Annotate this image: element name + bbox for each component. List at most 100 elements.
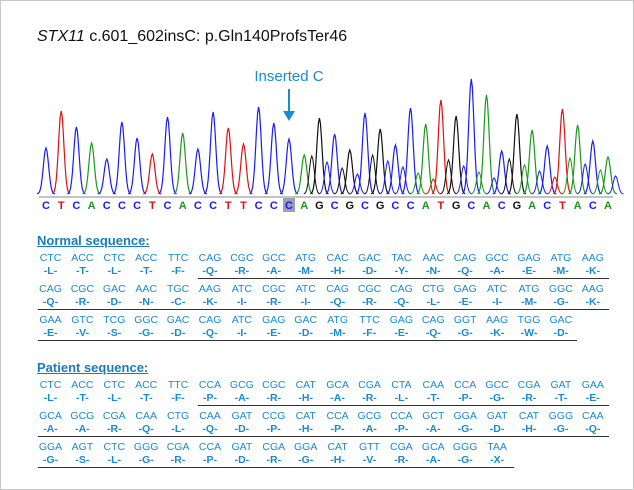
codon: ACC bbox=[131, 252, 162, 264]
codon: GCA bbox=[35, 410, 66, 422]
amino-acid: -Q- bbox=[418, 327, 449, 339]
codon: GTT bbox=[354, 441, 385, 453]
trace-peak bbox=[523, 130, 541, 194]
base-call: C bbox=[285, 200, 293, 212]
amino-acid: -K- bbox=[195, 296, 226, 308]
codon: CGC bbox=[258, 283, 289, 295]
codon: CGC bbox=[226, 252, 257, 264]
codon: GGA bbox=[450, 410, 481, 422]
amino-acid: -Y- bbox=[386, 265, 417, 277]
codon: CAG bbox=[322, 283, 353, 295]
codon: CAG bbox=[195, 252, 226, 264]
trace-peak bbox=[143, 154, 161, 194]
codon: AAG bbox=[195, 283, 226, 295]
amino-acid: -D- bbox=[99, 296, 130, 308]
codon: ATG bbox=[322, 314, 353, 326]
base-call: C bbox=[498, 200, 506, 212]
codon: CCG bbox=[258, 410, 289, 422]
codon: GAT bbox=[482, 410, 513, 422]
amino-acid: -Q- bbox=[131, 423, 162, 435]
amino-acid: -G- bbox=[482, 392, 513, 404]
codon: AAG bbox=[577, 252, 608, 264]
codon: CCA bbox=[386, 410, 417, 422]
codon: CGA bbox=[386, 441, 417, 453]
amino-acid: -L- bbox=[99, 265, 130, 277]
trace-peak bbox=[592, 170, 608, 194]
trace-peak bbox=[159, 117, 177, 194]
amino-acid: -H- bbox=[322, 265, 353, 277]
codon: ATC bbox=[290, 283, 321, 295]
amino-acid: -T- bbox=[131, 265, 162, 277]
amino-acid: -E- bbox=[577, 392, 608, 404]
codon: GCG bbox=[226, 379, 257, 391]
codon: CGA bbox=[163, 441, 194, 453]
normal-heading: Normal sequence: bbox=[37, 233, 150, 248]
codon: CCA bbox=[195, 379, 226, 391]
codon: CGC bbox=[258, 379, 289, 391]
trace-peak bbox=[113, 122, 131, 194]
amino-acid: -H- bbox=[514, 423, 545, 435]
trace-peak bbox=[356, 113, 374, 194]
amino-acid: -I- bbox=[290, 296, 321, 308]
trace-peak bbox=[456, 166, 472, 194]
trace-peak bbox=[395, 167, 411, 194]
codon: GAT bbox=[226, 441, 257, 453]
amino-acid: -N- bbox=[131, 296, 162, 308]
codon: GCG bbox=[354, 410, 385, 422]
codon: GGG bbox=[450, 441, 481, 453]
amino-acid: -R- bbox=[354, 296, 385, 308]
trace-peak bbox=[402, 108, 420, 194]
amino-acid: -G- bbox=[545, 296, 576, 308]
amino-acid: -G- bbox=[450, 423, 481, 435]
codon: GAC bbox=[99, 283, 130, 295]
trace-peak bbox=[417, 124, 435, 194]
codon: ATC bbox=[482, 283, 513, 295]
base-call: G bbox=[452, 200, 461, 212]
trace-peak bbox=[37, 148, 55, 194]
trace-peak bbox=[98, 159, 116, 194]
codon: CGC bbox=[354, 283, 385, 295]
arrow-head bbox=[283, 111, 295, 121]
codon: CAA bbox=[577, 410, 608, 422]
base-call: C bbox=[543, 200, 551, 212]
amino-acid: -P- bbox=[450, 392, 481, 404]
trace-peak bbox=[174, 133, 192, 194]
trace-peak bbox=[441, 160, 457, 194]
codon: AGT bbox=[67, 441, 98, 453]
base-call: C bbox=[361, 200, 369, 212]
underline bbox=[38, 467, 514, 468]
amino-acid: -P- bbox=[258, 423, 289, 435]
codon: CAG bbox=[418, 314, 449, 326]
amino-acid: -S- bbox=[67, 454, 98, 466]
base-call: A bbox=[88, 200, 96, 212]
codon: CTA bbox=[386, 379, 417, 391]
base-call: A bbox=[574, 200, 582, 212]
codon: TCG bbox=[99, 314, 130, 326]
codon: CAC bbox=[322, 252, 353, 264]
codon: AAG bbox=[482, 314, 513, 326]
amino-acid: -Q- bbox=[195, 327, 226, 339]
trace-peak bbox=[326, 134, 344, 194]
codon: CGC bbox=[67, 283, 98, 295]
amino-acid: -M- bbox=[290, 265, 321, 277]
amino-acid: -L- bbox=[99, 454, 130, 466]
base-call: C bbox=[209, 200, 217, 212]
codon: GCC bbox=[482, 379, 513, 391]
codon: AAC bbox=[418, 252, 449, 264]
trace-peak bbox=[447, 116, 465, 194]
amino-acid: -D- bbox=[226, 454, 257, 466]
amino-acid: -P- bbox=[322, 423, 353, 435]
trace-peak bbox=[265, 123, 283, 194]
base-call: C bbox=[72, 200, 80, 212]
codon: GCA bbox=[418, 441, 449, 453]
trace-peak bbox=[410, 173, 426, 194]
amino-acid: -F- bbox=[163, 265, 194, 277]
base-call: G bbox=[346, 200, 355, 212]
amino-acid: -P- bbox=[195, 392, 226, 404]
codon: ATG bbox=[290, 252, 321, 264]
codon: GGC bbox=[131, 314, 162, 326]
underline bbox=[198, 405, 610, 406]
codon: GAG bbox=[514, 252, 545, 264]
amino-acid: -T- bbox=[545, 392, 576, 404]
trace-peak bbox=[532, 171, 548, 194]
